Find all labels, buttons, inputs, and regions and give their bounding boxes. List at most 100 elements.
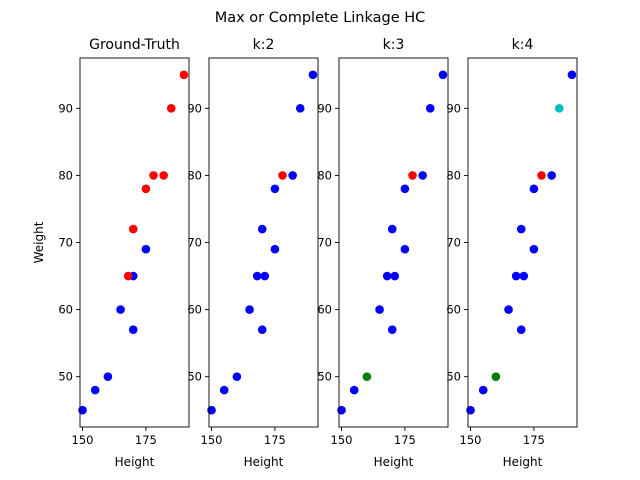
scatter-point bbox=[466, 405, 475, 415]
x-tick-label: 175 bbox=[135, 433, 157, 447]
y-axis-label: Weight bbox=[32, 221, 46, 263]
subplots-container: Ground-Truth 150 175 50 60 70 80 90 Height Weight… bbox=[32, 37, 578, 469]
y-tick-label: 50 bbox=[187, 370, 202, 384]
y-tick-label: 70 bbox=[58, 236, 73, 250]
y-tick-label: 90 bbox=[317, 101, 332, 115]
y-tick-label: 90 bbox=[446, 101, 461, 115]
scatter-point bbox=[438, 70, 448, 80]
scatter-point bbox=[519, 271, 529, 281]
scatter-point bbox=[387, 224, 397, 234]
x-axis-label: Height bbox=[374, 455, 414, 469]
axes-frame bbox=[208, 57, 319, 428]
scatter-point bbox=[554, 104, 564, 113]
scatter-point bbox=[349, 385, 359, 395]
scatter-point bbox=[511, 271, 521, 281]
scatter-point bbox=[128, 224, 138, 234]
scatter-point bbox=[362, 372, 372, 381]
scatter-point bbox=[232, 372, 242, 381]
scatter-point bbox=[128, 325, 138, 335]
y-tick-label: 90 bbox=[187, 101, 202, 115]
axes-frame bbox=[338, 57, 449, 428]
x-axis-label: Height bbox=[115, 455, 155, 469]
y-tick-label: 50 bbox=[317, 370, 332, 384]
axes-frame bbox=[467, 57, 578, 428]
scatter-point bbox=[78, 405, 87, 415]
scatter-point bbox=[418, 171, 427, 180]
scatter-point bbox=[400, 184, 410, 194]
y-tick-label: 90 bbox=[58, 101, 73, 115]
x-axis-label: Height bbox=[244, 455, 284, 469]
scatter-point bbox=[308, 70, 318, 80]
scatter-point bbox=[90, 385, 100, 395]
axes-frame bbox=[79, 57, 190, 428]
scatter-point bbox=[295, 104, 305, 113]
scatter-point bbox=[141, 244, 151, 254]
subplot-title: k:2 bbox=[253, 37, 275, 53]
scatter-point bbox=[547, 171, 556, 180]
scatter-point bbox=[149, 171, 158, 180]
scatter-point bbox=[387, 325, 397, 335]
subplot-4: k:4 150 175 50 60 70 80 90 Height bbox=[446, 37, 578, 469]
scatter-point bbox=[179, 70, 189, 80]
x-tick-label: 150 bbox=[201, 433, 223, 447]
scatter-point bbox=[478, 385, 488, 395]
scatter-point bbox=[252, 271, 262, 281]
scatter-point bbox=[408, 171, 417, 180]
scatter-point bbox=[103, 372, 113, 381]
y-tick-label: 60 bbox=[317, 303, 332, 317]
x-tick-label: 175 bbox=[394, 433, 416, 447]
x-tick-label: 175 bbox=[523, 433, 545, 447]
x-tick-label: 150 bbox=[460, 433, 482, 447]
scatter-point bbox=[375, 305, 384, 314]
x-axis-label: Height bbox=[503, 455, 543, 469]
y-tick-label: 80 bbox=[446, 168, 461, 182]
y-tick-label: 60 bbox=[187, 303, 202, 317]
scatter-point bbox=[400, 244, 410, 254]
scatter-point bbox=[270, 244, 280, 254]
y-tick-label: 70 bbox=[317, 236, 332, 250]
scatter-point bbox=[425, 104, 435, 113]
figure-suptitle: Max or Complete Linkage HC bbox=[215, 10, 426, 26]
scatter-point bbox=[567, 70, 577, 80]
y-tick-label: 50 bbox=[58, 370, 73, 384]
x-tick-label: 150 bbox=[72, 433, 94, 447]
subplot-1: Ground-Truth 150 175 50 60 70 80 90 Height Weight bbox=[32, 37, 190, 469]
y-tick-label: 80 bbox=[187, 168, 202, 182]
scatter-point bbox=[141, 184, 151, 194]
scatter-point bbox=[288, 171, 297, 180]
scatter-point bbox=[219, 385, 229, 395]
scatter-point bbox=[537, 171, 546, 180]
scatter-point bbox=[382, 271, 392, 281]
subplot-3: k:3 150 175 50 60 70 80 90 Height bbox=[317, 37, 449, 469]
y-tick-label: 80 bbox=[58, 168, 73, 182]
scatter-point bbox=[278, 171, 287, 180]
scatter-point bbox=[116, 305, 125, 314]
scatter-point bbox=[504, 305, 513, 314]
scatter-point bbox=[337, 405, 346, 415]
scatter-point bbox=[159, 171, 168, 180]
scatter-point bbox=[516, 224, 526, 234]
subplot-2: k:2 150 175 50 60 70 80 90 Height bbox=[187, 37, 319, 469]
scatter-point bbox=[123, 271, 133, 281]
scatter-point bbox=[529, 184, 539, 194]
scatter-point bbox=[166, 104, 176, 113]
subplot-title: k:3 bbox=[383, 37, 405, 53]
y-tick-label: 70 bbox=[446, 236, 461, 250]
scatter-point bbox=[491, 372, 501, 381]
y-tick-label: 60 bbox=[446, 303, 461, 317]
y-tick-label: 70 bbox=[187, 236, 202, 250]
scatter-point bbox=[257, 224, 267, 234]
scatter-point bbox=[516, 325, 526, 335]
subplot-title: k:4 bbox=[512, 37, 534, 53]
x-tick-label: 150 bbox=[331, 433, 353, 447]
scatter-point bbox=[390, 271, 400, 281]
y-tick-label: 50 bbox=[446, 370, 461, 384]
x-tick-label: 175 bbox=[264, 433, 286, 447]
y-tick-label: 80 bbox=[317, 168, 332, 182]
subplot-title: Ground-Truth bbox=[89, 37, 180, 53]
scatter-point bbox=[260, 271, 270, 281]
scatter-point bbox=[257, 325, 267, 335]
scatter-point bbox=[207, 405, 216, 415]
scatter-point bbox=[245, 305, 254, 314]
